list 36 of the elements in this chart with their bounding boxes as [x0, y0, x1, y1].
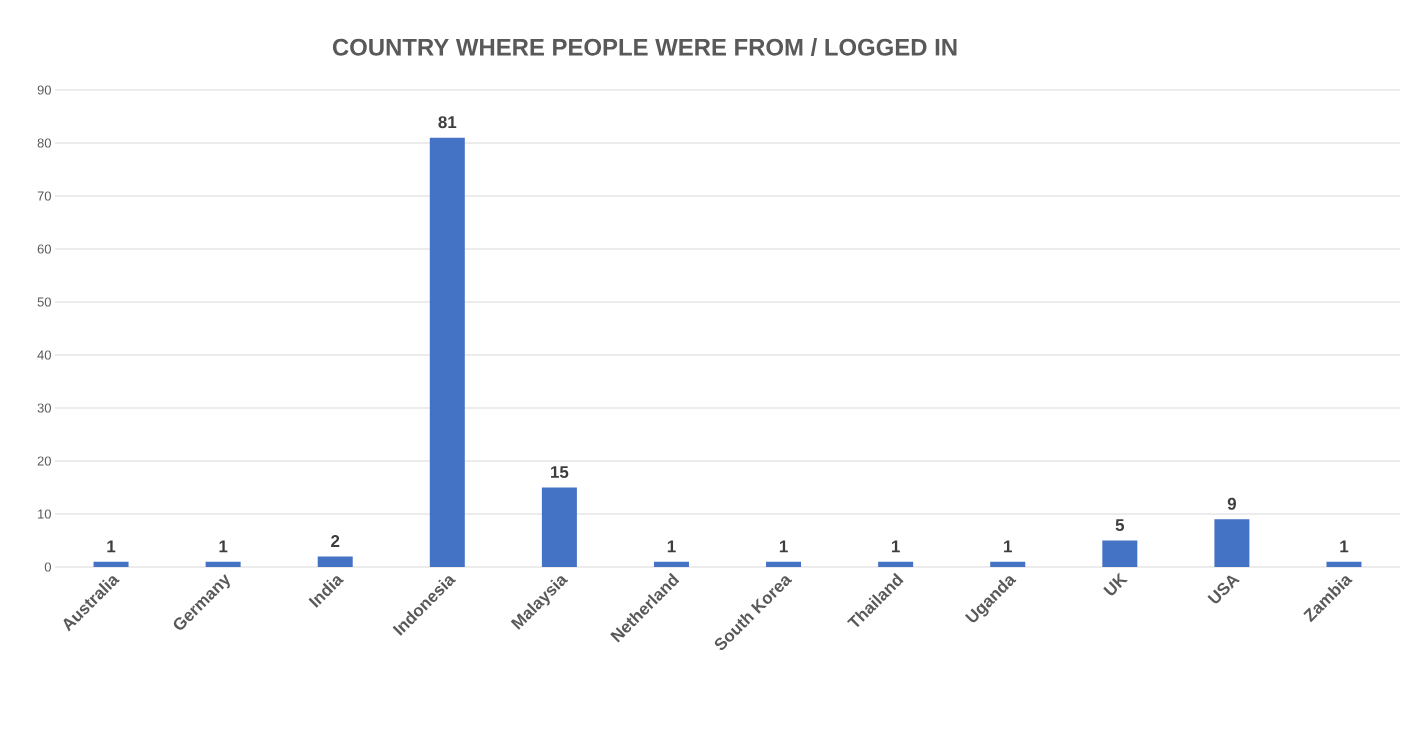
y-tick-label: 90 [37, 85, 51, 95]
bar [1326, 561, 1362, 567]
chart-title: COUNTRY WHERE PEOPLE WERE FROM / LOGGED IN [332, 38, 957, 56]
bar [878, 561, 914, 567]
bar [93, 561, 129, 567]
data-label: 1 [107, 540, 116, 553]
y-tick-label: 50 [37, 297, 51, 307]
y-tick-label: 0 [44, 562, 51, 572]
bar [766, 561, 802, 567]
data-label: 5 [1115, 519, 1125, 531]
data-label: 1 [892, 540, 900, 553]
bar [429, 137, 465, 567]
y-tick-label: 30 [37, 403, 51, 413]
bar [990, 561, 1026, 567]
bar [541, 487, 577, 567]
bar [653, 561, 689, 567]
y-tick-label: 60 [37, 244, 51, 254]
y-tick-label: 10 [38, 509, 51, 519]
data-label: 1 [1340, 540, 1349, 553]
y-tick-label: 40 [37, 350, 51, 360]
bar [205, 561, 241, 567]
bar [1214, 519, 1250, 567]
y-tick-label: 80 [37, 138, 51, 148]
data-label: 1 [667, 540, 676, 553]
data-label: 1 [779, 540, 788, 553]
data-label: 15 [551, 466, 569, 478]
x-tick-label: UK [1103, 572, 1128, 596]
bar [1102, 540, 1138, 567]
data-label: 1 [219, 540, 228, 553]
data-label: 2 [331, 535, 340, 547]
data-label: 9 [1227, 497, 1236, 510]
bar [317, 556, 353, 567]
y-tick-label: 20 [37, 456, 51, 466]
data-label: 1 [1004, 540, 1012, 553]
data-label: 81 [438, 116, 457, 129]
y-tick-label: 70 [37, 191, 51, 201]
